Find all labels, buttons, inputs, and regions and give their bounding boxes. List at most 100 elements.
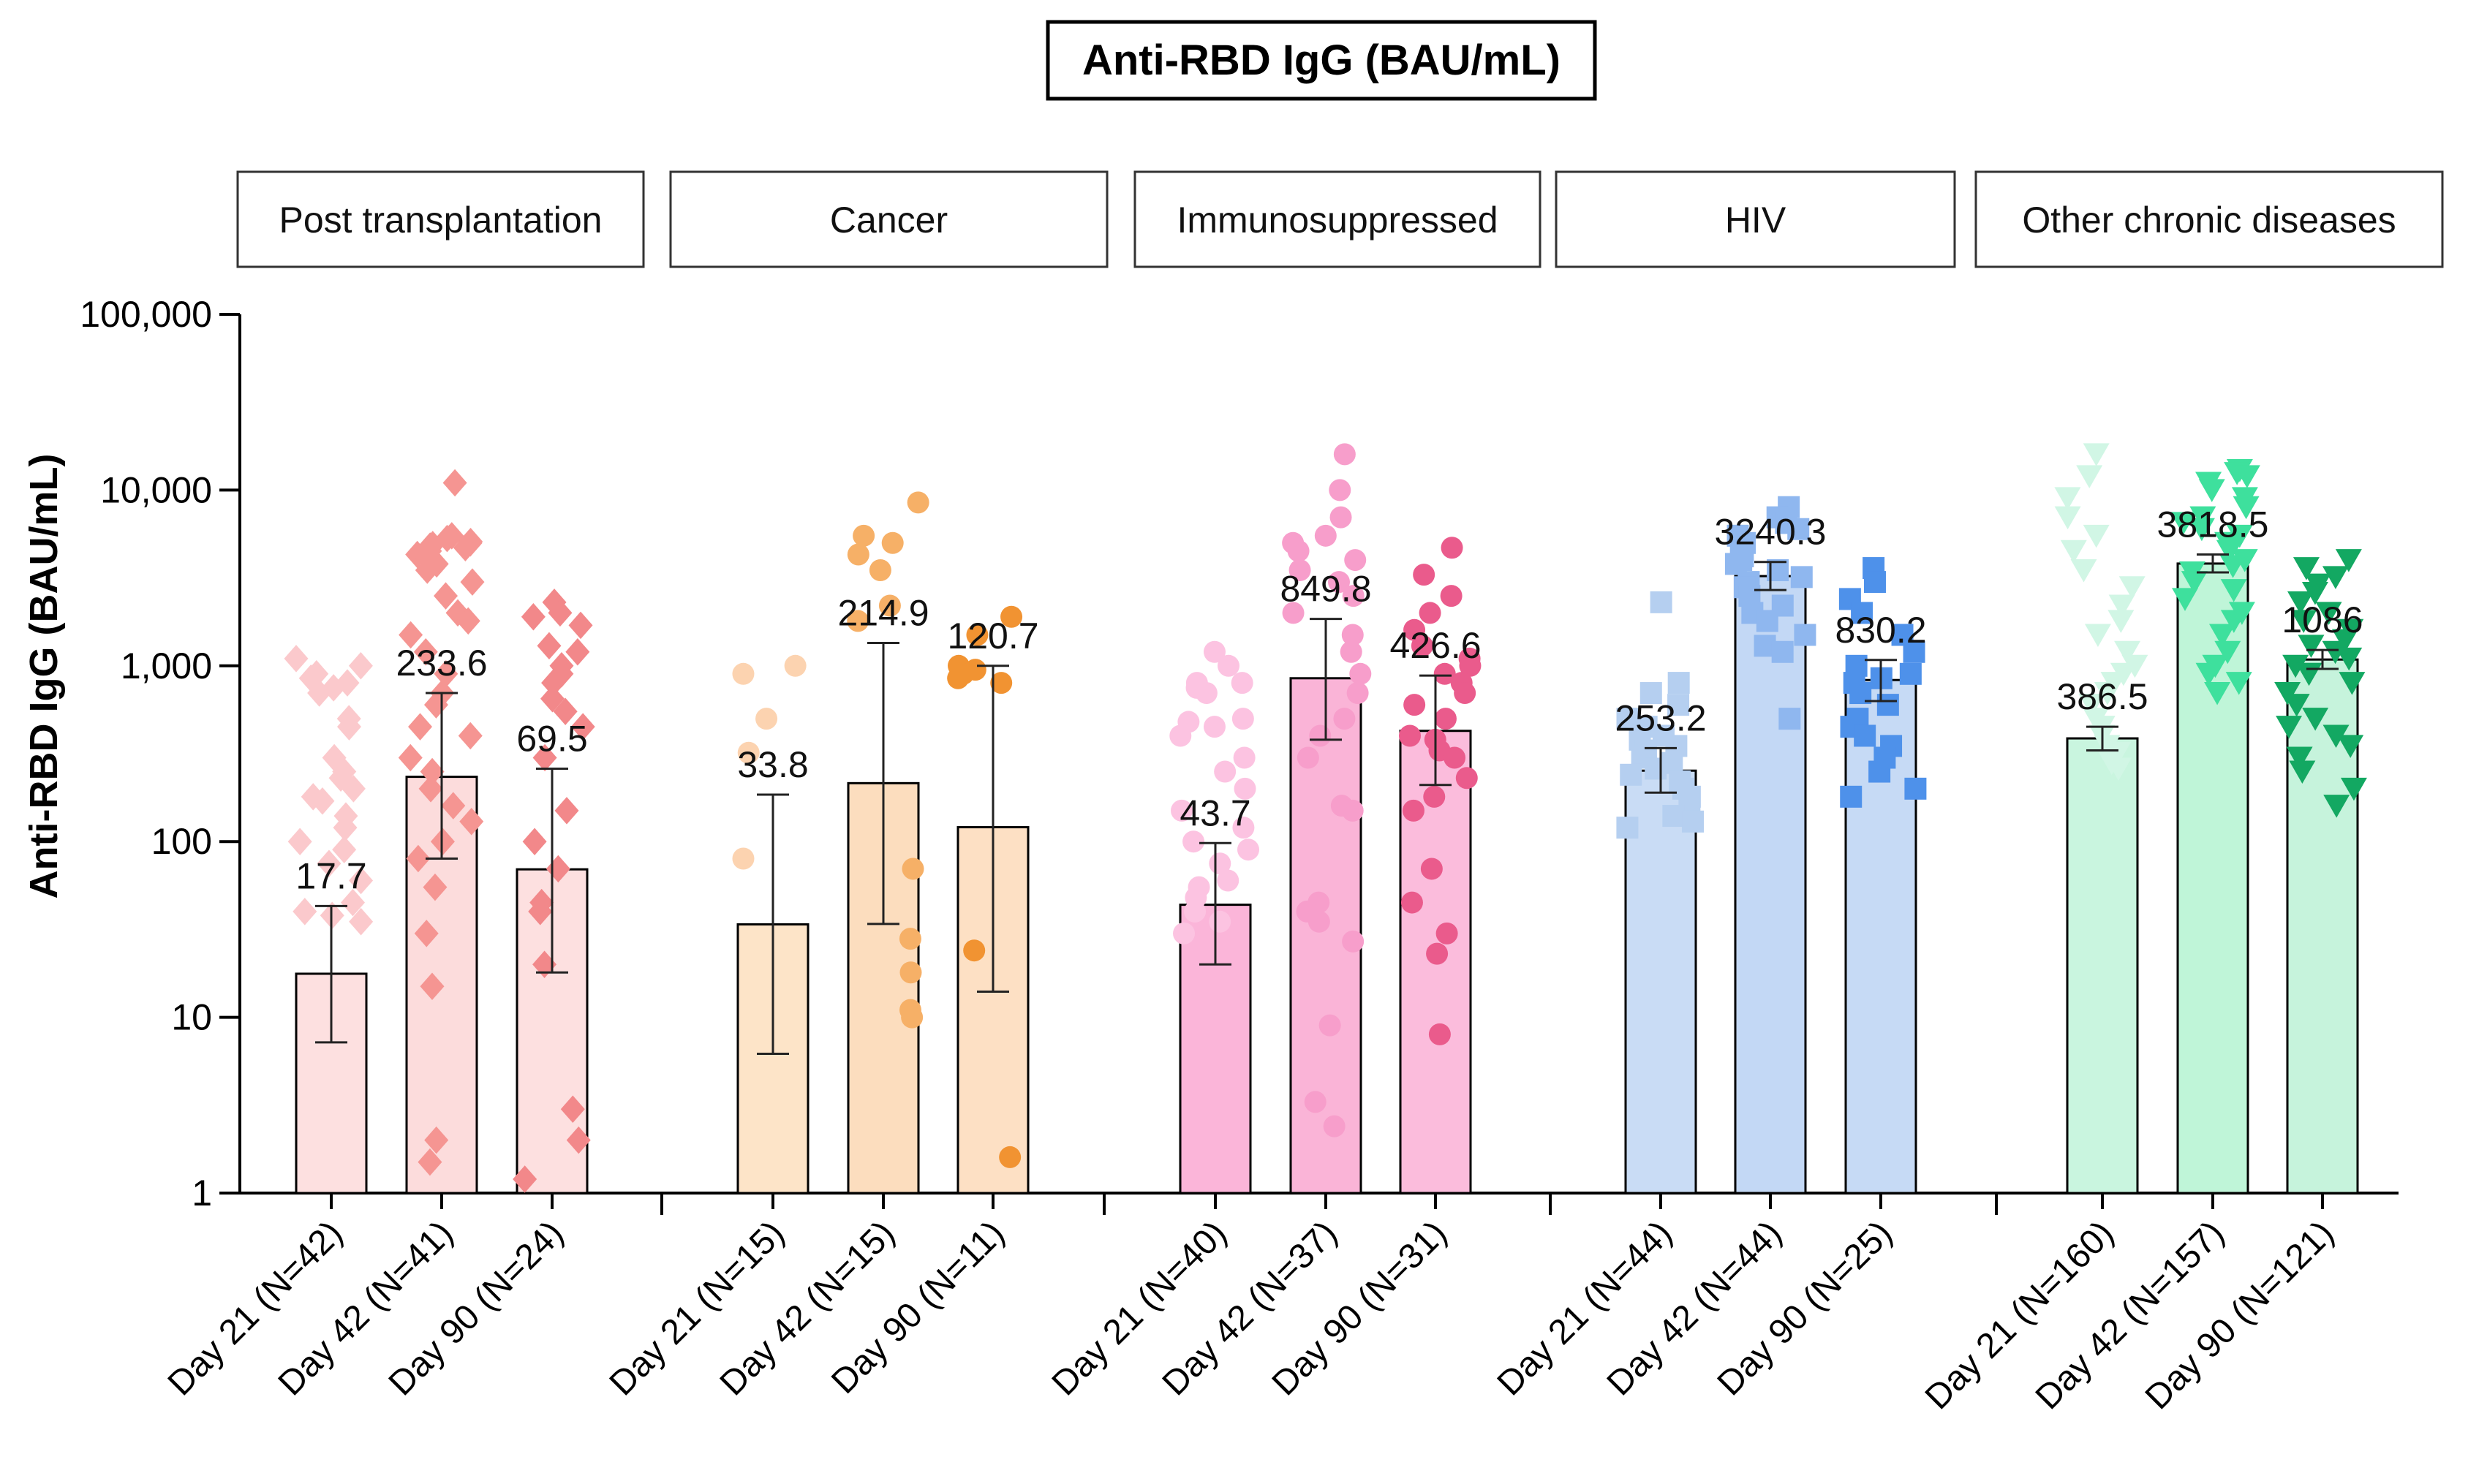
data-point (878, 594, 901, 617)
data-point (2108, 594, 2135, 618)
data-point (755, 708, 778, 730)
data-point (1620, 763, 1642, 786)
group-headers: Post transplantation Cancer Immunosuppress… (236, 170, 2444, 268)
data-point (853, 524, 875, 547)
group-header-box (1974, 170, 2444, 268)
y-axis-label: Anti-RBD IgG (BAU/mL) (22, 454, 66, 899)
data-point (1333, 708, 1356, 730)
data-point (1794, 624, 1816, 646)
data-point (2170, 512, 2197, 535)
data-point (2233, 465, 2260, 488)
data-point (1195, 682, 1218, 705)
data-point (1309, 724, 1332, 747)
data-point (2322, 640, 2349, 665)
data-point (420, 757, 445, 786)
data-point (570, 713, 595, 741)
value-label: 3818.5 (2157, 504, 2269, 545)
group-header-label: Cancer (830, 200, 948, 241)
data-point (947, 667, 970, 689)
data-point (460, 568, 485, 596)
data-point (424, 1126, 449, 1154)
data-point (415, 556, 439, 584)
group-header-box (1555, 170, 1956, 268)
chart-title-box (1046, 20, 1597, 101)
data-point (1645, 757, 1667, 780)
data-point (1650, 591, 1672, 613)
bar (1624, 769, 1697, 1195)
data-point (341, 775, 366, 803)
data-point (408, 713, 433, 741)
value-label: 253.2 (1615, 697, 1706, 738)
data-point (899, 928, 921, 950)
data-point (1863, 571, 1886, 594)
value-label: 233.6 (396, 643, 487, 684)
data-point (442, 469, 467, 497)
data-point (1173, 922, 1196, 944)
value-label: 33.8 (737, 744, 808, 785)
data-point (554, 797, 579, 825)
data-point (2107, 610, 2135, 633)
data-point (1851, 602, 1873, 624)
y-tick-label: 1 (192, 1173, 212, 1214)
data-point (1682, 810, 1705, 833)
data-point (1217, 869, 1239, 892)
data-point (1455, 767, 1478, 790)
data-point (1329, 506, 1352, 529)
data-point (2298, 635, 2325, 658)
data-point (1854, 724, 1876, 747)
data-point (2121, 654, 2148, 678)
value-label: 43.7 (1180, 792, 1250, 833)
data-point (1232, 817, 1255, 839)
data-point (847, 543, 869, 566)
data-point (1402, 799, 1424, 822)
data-point (406, 844, 431, 873)
chart-title: Anti-RBD IgG (BAU/mL) (1082, 37, 1561, 84)
data-point (548, 599, 573, 627)
data-point (1342, 585, 1365, 607)
data-point (1428, 1023, 1451, 1045)
data-point (2208, 624, 2235, 647)
data-point (1214, 760, 1237, 783)
data-point (1790, 566, 1813, 588)
data-point (1616, 817, 1639, 839)
data-point (1231, 672, 1253, 694)
value-label: 17.7 (295, 855, 366, 896)
data-point (1314, 524, 1337, 547)
data-point (732, 662, 755, 685)
value-label: 120.7 (947, 616, 1038, 656)
data-point (541, 669, 566, 697)
data-point (1344, 549, 1367, 572)
data-point (2287, 591, 2314, 615)
data-point (399, 621, 423, 649)
y-tick-label: 10 (171, 997, 212, 1038)
data-point (453, 534, 478, 561)
group-header-box (669, 170, 1109, 268)
data-point (537, 632, 562, 660)
data-point (1184, 900, 1207, 923)
data-point (434, 660, 458, 688)
data-point (1459, 654, 1482, 677)
data-point (1318, 1014, 1341, 1037)
data-point (521, 603, 546, 631)
x-tick-label: Day 21 (N=160) (1918, 1214, 2121, 1417)
data-point (2118, 576, 2146, 599)
data-point (1341, 799, 1364, 822)
data-point (1297, 746, 1319, 769)
data-point (348, 652, 373, 680)
data-point (1903, 640, 1925, 663)
data-point (2322, 566, 2349, 589)
data-point (1287, 540, 1310, 562)
data-point (456, 607, 480, 635)
data-point (1342, 930, 1365, 953)
data-point (418, 775, 443, 803)
data-point (522, 828, 547, 855)
group-header-box (1133, 170, 1541, 268)
data-point (317, 849, 341, 877)
data-point (2274, 682, 2301, 705)
data-point (2198, 479, 2225, 502)
data-point (1454, 682, 1476, 705)
data-point (1756, 610, 1778, 632)
group-header-label: HIV (1725, 200, 1786, 241)
data-point (441, 792, 466, 819)
